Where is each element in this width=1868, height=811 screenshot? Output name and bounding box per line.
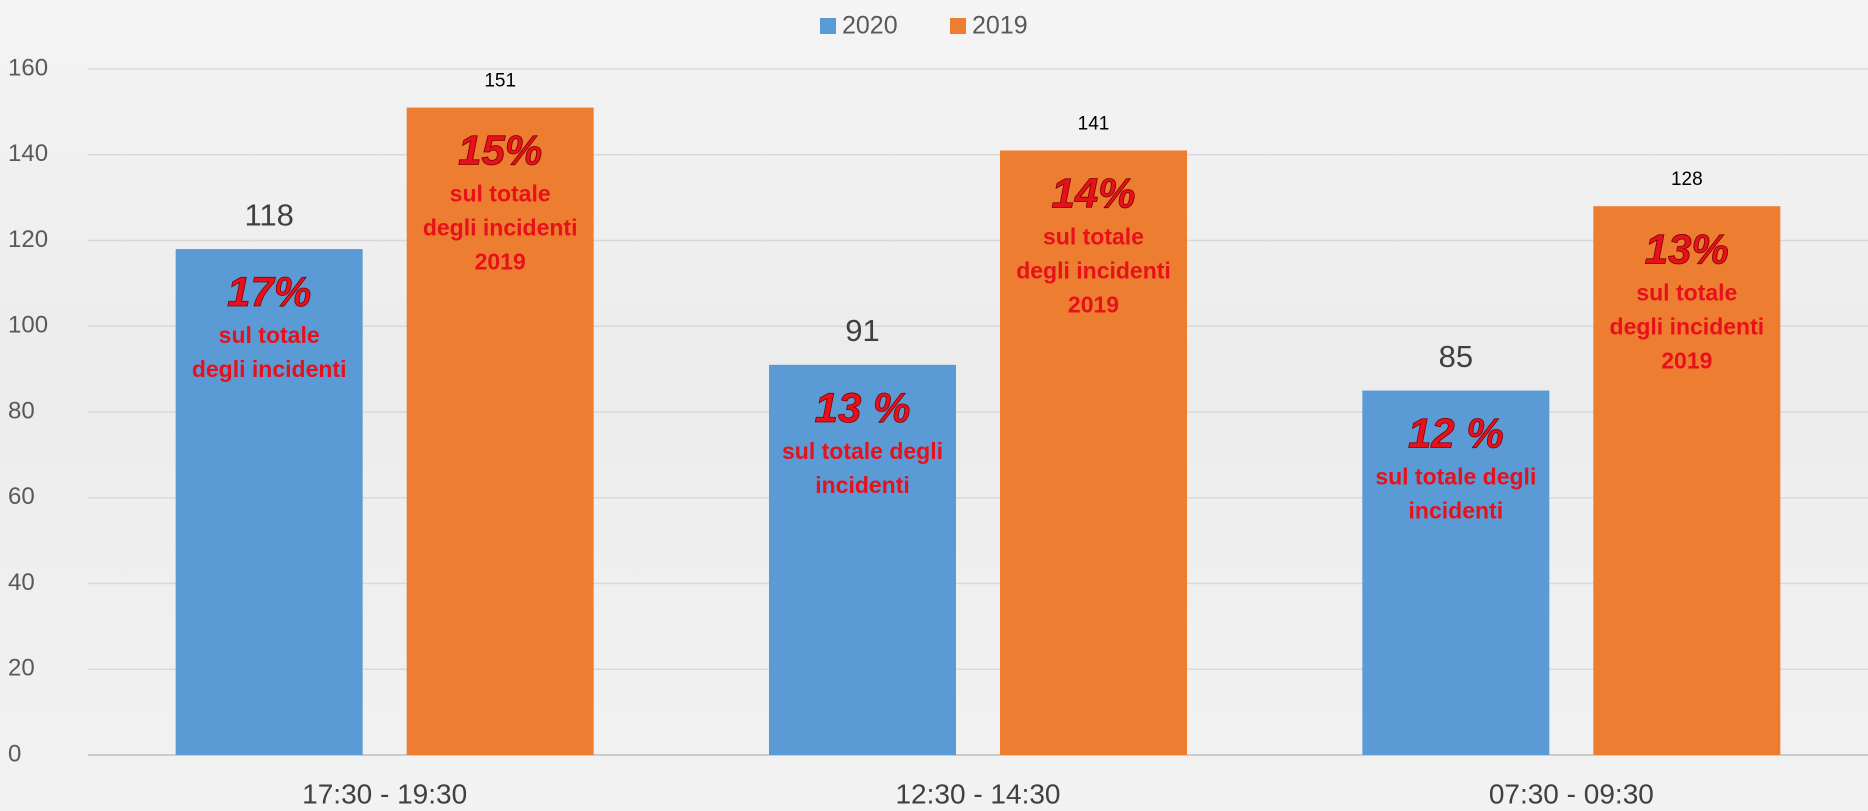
- annotation-text: sul totale: [1636, 279, 1737, 305]
- annotation-text: sul totale degli: [782, 438, 943, 464]
- y-tick-label: 160: [8, 54, 48, 81]
- legend-label: 2020: [842, 12, 898, 40]
- y-tick-label: 100: [8, 312, 48, 339]
- annotation-text: sul totale degli: [1375, 464, 1536, 490]
- annotation-percent: 12 %: [1408, 410, 1504, 457]
- annotation-percent: 15%: [458, 127, 542, 174]
- annotation-text: incidenti: [1409, 498, 1504, 524]
- x-tick-label: 07:30 - 09:30: [1489, 778, 1654, 809]
- annotation-text: sul totale: [1043, 224, 1144, 250]
- annotation-text: degli incidenti: [423, 215, 578, 241]
- annotation-text: 2019: [1068, 292, 1119, 318]
- bar: [1362, 390, 1550, 755]
- annotation-percent: 13%: [1645, 225, 1729, 272]
- data-label: 151: [484, 71, 516, 92]
- legend-swatch: [820, 18, 836, 34]
- y-tick-label: 60: [8, 483, 35, 510]
- y-tick-label: 120: [8, 226, 48, 253]
- annotation-text: 2019: [475, 249, 526, 275]
- y-tick-label: 20: [8, 655, 35, 682]
- data-label: 128: [1671, 169, 1703, 190]
- annotation-text: incidenti: [815, 472, 910, 498]
- x-tick-label: 12:30 - 14:30: [895, 778, 1060, 809]
- annotation-text: degli incidenti: [192, 356, 347, 382]
- data-label: 118: [244, 197, 293, 232]
- annotation-text: degli incidenti: [1016, 258, 1171, 284]
- y-tick-label: 0: [8, 740, 21, 767]
- data-label: 85: [1439, 339, 1473, 374]
- annotation-percent: 17%: [227, 268, 311, 315]
- annotation-percent: 13 %: [815, 384, 911, 431]
- bar: [1593, 206, 1781, 755]
- y-tick-label: 40: [8, 569, 35, 596]
- legend-label: 2019: [972, 12, 1028, 40]
- bar: [175, 249, 363, 755]
- data-label: 91: [845, 313, 879, 348]
- y-tick-label: 80: [8, 397, 35, 424]
- legend-swatch: [950, 18, 966, 34]
- bar: [1000, 150, 1187, 755]
- bar: [406, 107, 594, 755]
- x-tick-label: 17:30 - 19:30: [302, 778, 467, 809]
- data-label: 141: [1078, 113, 1110, 134]
- annotation-text: sul totale: [219, 322, 320, 348]
- annotation-text: 2019: [1661, 347, 1712, 373]
- annotation-percent: 14%: [1051, 170, 1135, 217]
- bar: [769, 364, 956, 755]
- annotation-text: sul totale: [450, 181, 551, 207]
- y-tick-label: 140: [8, 140, 48, 167]
- annotation-text: degli incidenti: [1610, 313, 1765, 339]
